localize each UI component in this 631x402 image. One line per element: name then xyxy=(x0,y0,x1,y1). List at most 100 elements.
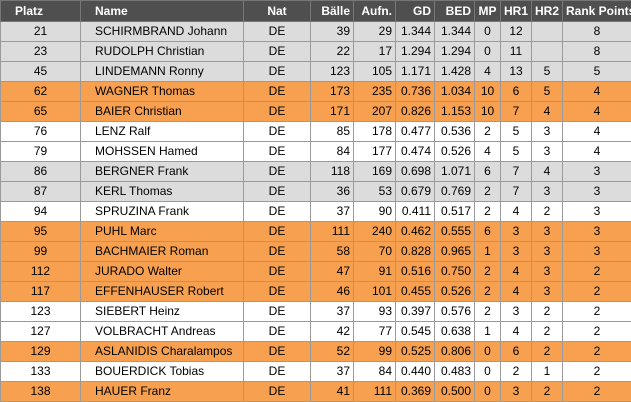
cell-mp[interactable]: 2 xyxy=(475,262,501,282)
cell-gd[interactable]: 0.397 xyxy=(396,302,435,322)
cell-hr1[interactable]: 5 xyxy=(501,122,532,142)
cell-gd[interactable]: 0.826 xyxy=(396,102,435,122)
cell-hr2[interactable] xyxy=(532,22,563,42)
cell-balle[interactable]: 173 xyxy=(311,82,354,102)
cell-mp[interactable]: 6 xyxy=(475,162,501,182)
cell-gd[interactable]: 1.171 xyxy=(396,62,435,82)
cell-rank-points[interactable]: 2 xyxy=(563,322,631,342)
cell-gd[interactable]: 0.828 xyxy=(396,242,435,262)
cell-nat[interactable]: DE xyxy=(244,322,311,342)
cell-name[interactable]: SIEBERT Heinz xyxy=(81,302,244,322)
cell-bed[interactable]: 1.034 xyxy=(435,82,475,102)
cell-name[interactable]: ASLANIDIS Charalampos xyxy=(81,342,244,362)
cell-rank-points[interactable]: 3 xyxy=(563,182,631,202)
cell-bed[interactable]: 0.638 xyxy=(435,322,475,342)
header-bed[interactable]: BED xyxy=(435,1,475,22)
header-balle[interactable]: Bälle xyxy=(311,1,354,22)
cell-aufn[interactable]: 29 xyxy=(354,22,396,42)
cell-hr2[interactable]: 4 xyxy=(532,102,563,122)
cell-balle[interactable]: 47 xyxy=(311,262,354,282)
cell-aufn[interactable]: 91 xyxy=(354,262,396,282)
cell-balle[interactable]: 36 xyxy=(311,182,354,202)
cell-gd[interactable]: 0.474 xyxy=(396,142,435,162)
cell-nat[interactable]: DE xyxy=(244,362,311,382)
cell-rank-points[interactable]: 2 xyxy=(563,302,631,322)
cell-nat[interactable]: DE xyxy=(244,342,311,362)
cell-platz[interactable]: 133 xyxy=(1,362,81,382)
cell-mp[interactable]: 2 xyxy=(475,302,501,322)
cell-bed[interactable]: 0.576 xyxy=(435,302,475,322)
cell-nat[interactable]: DE xyxy=(244,242,311,262)
cell-platz[interactable]: 94 xyxy=(1,202,81,222)
cell-aufn[interactable]: 93 xyxy=(354,302,396,322)
cell-hr1[interactable]: 3 xyxy=(501,222,532,242)
cell-gd[interactable]: 0.411 xyxy=(396,202,435,222)
cell-platz[interactable]: 65 xyxy=(1,102,81,122)
cell-name[interactable]: SCHIRMBRAND Johann xyxy=(81,22,244,42)
cell-rank-points[interactable]: 3 xyxy=(563,242,631,262)
cell-aufn[interactable]: 84 xyxy=(354,362,396,382)
cell-balle[interactable]: 42 xyxy=(311,322,354,342)
cell-bed[interactable]: 0.769 xyxy=(435,182,475,202)
cell-name[interactable]: BAIER Christian xyxy=(81,102,244,122)
cell-bed[interactable]: 0.526 xyxy=(435,142,475,162)
cell-name[interactable]: BACHMAIER Roman xyxy=(81,242,244,262)
cell-rank-points[interactable]: 3 xyxy=(563,222,631,242)
header-hr1[interactable]: HR1 xyxy=(501,1,532,22)
cell-mp[interactable]: 0 xyxy=(475,42,501,62)
cell-aufn[interactable]: 101 xyxy=(354,282,396,302)
cell-mp[interactable]: 2 xyxy=(475,202,501,222)
cell-hr2[interactable]: 3 xyxy=(532,282,563,302)
cell-nat[interactable]: DE xyxy=(244,202,311,222)
cell-nat[interactable]: DE xyxy=(244,122,311,142)
cell-hr1[interactable]: 4 xyxy=(501,262,532,282)
cell-hr2[interactable]: 5 xyxy=(532,62,563,82)
cell-hr2[interactable] xyxy=(532,42,563,62)
cell-platz[interactable]: 23 xyxy=(1,42,81,62)
cell-bed[interactable]: 0.500 xyxy=(435,382,475,402)
cell-aufn[interactable]: 240 xyxy=(354,222,396,242)
cell-name[interactable]: LENZ Ralf xyxy=(81,122,244,142)
cell-gd[interactable]: 0.369 xyxy=(396,382,435,402)
header-gd[interactable]: GD xyxy=(396,1,435,22)
cell-hr1[interactable]: 7 xyxy=(501,162,532,182)
cell-aufn[interactable]: 178 xyxy=(354,122,396,142)
cell-aufn[interactable]: 177 xyxy=(354,142,396,162)
cell-mp[interactable]: 4 xyxy=(475,142,501,162)
cell-hr1[interactable]: 5 xyxy=(501,142,532,162)
cell-gd[interactable]: 0.545 xyxy=(396,322,435,342)
cell-gd[interactable]: 1.344 xyxy=(396,22,435,42)
cell-nat[interactable]: DE xyxy=(244,282,311,302)
cell-hr2[interactable]: 3 xyxy=(532,142,563,162)
cell-bed[interactable]: 0.555 xyxy=(435,222,475,242)
cell-name[interactable]: HAUER Franz xyxy=(81,382,244,402)
cell-balle[interactable]: 37 xyxy=(311,302,354,322)
cell-rank-points[interactable]: 2 xyxy=(563,362,631,382)
cell-mp[interactable]: 1 xyxy=(475,242,501,262)
cell-aufn[interactable]: 111 xyxy=(354,382,396,402)
cell-nat[interactable]: DE xyxy=(244,262,311,282)
cell-mp[interactable]: 6 xyxy=(475,222,501,242)
cell-gd[interactable]: 0.698 xyxy=(396,162,435,182)
cell-hr1[interactable]: 4 xyxy=(501,322,532,342)
cell-bed[interactable]: 0.483 xyxy=(435,362,475,382)
cell-aufn[interactable]: 169 xyxy=(354,162,396,182)
cell-rank-points[interactable]: 4 xyxy=(563,122,631,142)
cell-name[interactable]: LINDEMANN Ronny xyxy=(81,62,244,82)
cell-balle[interactable]: 37 xyxy=(311,202,354,222)
cell-hr1[interactable]: 12 xyxy=(501,22,532,42)
cell-platz[interactable]: 138 xyxy=(1,382,81,402)
cell-gd[interactable]: 0.516 xyxy=(396,262,435,282)
cell-mp[interactable]: 4 xyxy=(475,62,501,82)
header-rank-points[interactable]: Rank Points xyxy=(563,1,631,22)
cell-nat[interactable]: DE xyxy=(244,42,311,62)
cell-platz[interactable]: 123 xyxy=(1,302,81,322)
cell-name[interactable]: EFFENHAUSER Robert xyxy=(81,282,244,302)
